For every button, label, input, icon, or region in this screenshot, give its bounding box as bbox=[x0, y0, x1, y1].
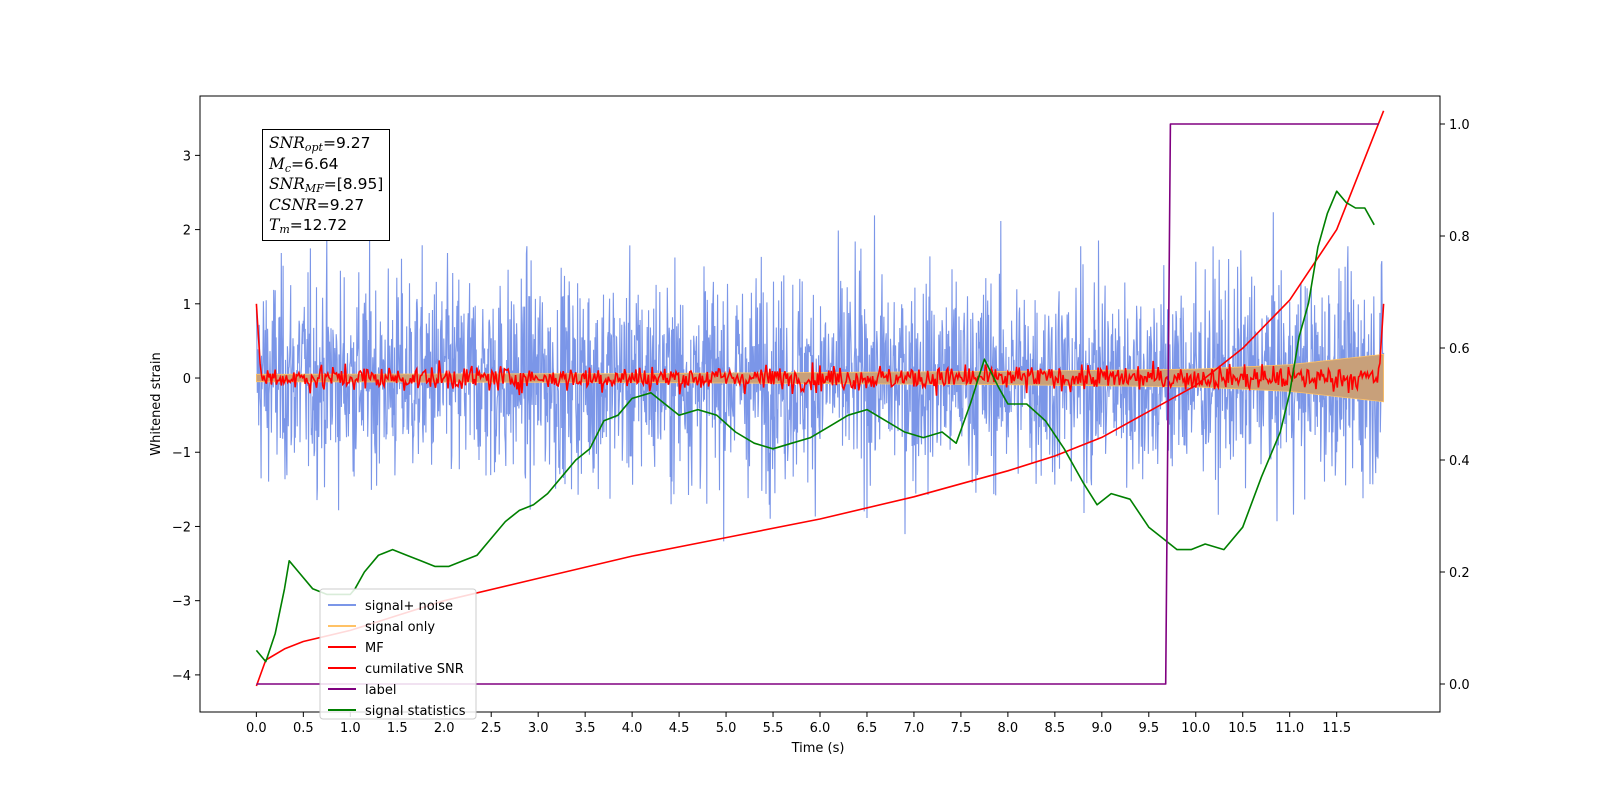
x-tick-label: 0.5 bbox=[293, 721, 314, 736]
legend: signal+ noise signal only MF cumilative SNR… bbox=[319, 588, 477, 720]
legend-label: MF bbox=[365, 641, 384, 656]
signal-statistics-line bbox=[255, 190, 1375, 663]
x-tick-label: 3.0 bbox=[528, 721, 549, 736]
x-tick-label: 11.0 bbox=[1275, 721, 1304, 736]
x-tick-label: 6.5 bbox=[857, 721, 878, 736]
y-tick-label-left: −4 bbox=[172, 669, 191, 684]
legend-label: cumilative SNR bbox=[365, 662, 464, 677]
label-series bbox=[256, 123, 1379, 685]
cumulative-snr-line bbox=[255, 110, 1385, 687]
noise-line bbox=[255, 212, 1385, 542]
signal-statistics-series bbox=[255, 190, 1375, 663]
mf-line bbox=[255, 303, 1385, 396]
x-tick-label: 3.5 bbox=[575, 721, 596, 736]
x-tick-label: 1.0 bbox=[340, 721, 361, 736]
x-tick-label: 11.5 bbox=[1322, 721, 1351, 736]
x-tick-label: 2.5 bbox=[481, 721, 502, 736]
legend-label: signal+ noise bbox=[365, 599, 453, 614]
x-axis-title: Time (s) bbox=[791, 741, 845, 756]
legend-label: label bbox=[365, 683, 396, 698]
x-axis: 0.0 0.5 1.0 1.5 2.0 2.5 3.0 3.5 4.0 4.5 5.0 5.5 6.0 6… bbox=[246, 712, 1351, 736]
legend-label: signal statistics bbox=[365, 704, 466, 719]
y-tick-label-right: 0.6 bbox=[1449, 342, 1470, 357]
x-tick-label: 7.0 bbox=[904, 721, 925, 736]
y-tick-label-left: −1 bbox=[172, 446, 191, 461]
x-tick-label: 0.0 bbox=[246, 721, 267, 736]
x-tick-label: 8.0 bbox=[998, 721, 1019, 736]
x-tick-label: 4.5 bbox=[669, 721, 690, 736]
y-tick-label-left: 1 bbox=[183, 298, 191, 313]
y-tick-label-right: 0.0 bbox=[1449, 678, 1470, 693]
y-tick-label-right: 1.0 bbox=[1449, 118, 1470, 133]
x-tick-label: 10.5 bbox=[1228, 721, 1257, 736]
y-axis-left: 3 2 1 0 −1 −2 −3 −4 bbox=[172, 149, 200, 684]
annotation-chirp-mass: Mc=6.64 bbox=[269, 154, 339, 175]
annotation-csnr: CSNR=9.27 bbox=[269, 195, 365, 214]
x-tick-label: 9.0 bbox=[1091, 721, 1112, 736]
y-tick-label-left: −2 bbox=[172, 520, 191, 535]
x-tick-label: 7.5 bbox=[951, 721, 972, 736]
annotation-snr-mf: SNRMF=[8.95] bbox=[269, 175, 384, 195]
cumulative-snr-series bbox=[255, 110, 1385, 687]
annotation-merger-time: Tm=12.72 bbox=[269, 216, 348, 236]
y-tick-label-left: 0 bbox=[183, 372, 191, 387]
x-tick-label: 5.0 bbox=[716, 721, 737, 736]
label-line bbox=[256, 123, 1379, 685]
x-tick-label: 4.0 bbox=[622, 721, 643, 736]
y-tick-label-left: −3 bbox=[172, 595, 191, 610]
x-tick-label: 9.5 bbox=[1138, 721, 1159, 736]
plot-area bbox=[255, 110, 1385, 687]
y-axis-right: 1.0 0.8 0.6 0.4 0.2 0.0 bbox=[1440, 118, 1470, 693]
x-tick-label: 5.5 bbox=[763, 721, 784, 736]
y-tick-label-right: 0.4 bbox=[1449, 454, 1470, 469]
legend-box bbox=[319, 588, 477, 720]
y-tick-label-left: 3 bbox=[183, 149, 191, 164]
x-tick-label: 8.5 bbox=[1045, 721, 1066, 736]
legend-label: signal only bbox=[365, 620, 435, 635]
y-tick-label-right: 0.8 bbox=[1449, 230, 1470, 245]
y-axis-title: Whitened strain bbox=[149, 352, 164, 455]
noise-series bbox=[255, 212, 1385, 542]
annotation-box: SNRopt=9.27 Mc=6.64 SNRMF=[8.95] CSNR=9.… bbox=[262, 129, 391, 241]
mf-series bbox=[255, 303, 1385, 396]
x-tick-label: 6.0 bbox=[810, 721, 831, 736]
y-tick-label-left: 2 bbox=[183, 224, 191, 239]
x-tick-label: 1.5 bbox=[387, 721, 408, 736]
x-tick-label: 2.0 bbox=[434, 721, 455, 736]
y-tick-label-right: 0.2 bbox=[1449, 566, 1470, 581]
annotation-snr-opt: SNRopt=9.27 bbox=[269, 134, 371, 154]
x-tick-label: 10.0 bbox=[1181, 721, 1210, 736]
